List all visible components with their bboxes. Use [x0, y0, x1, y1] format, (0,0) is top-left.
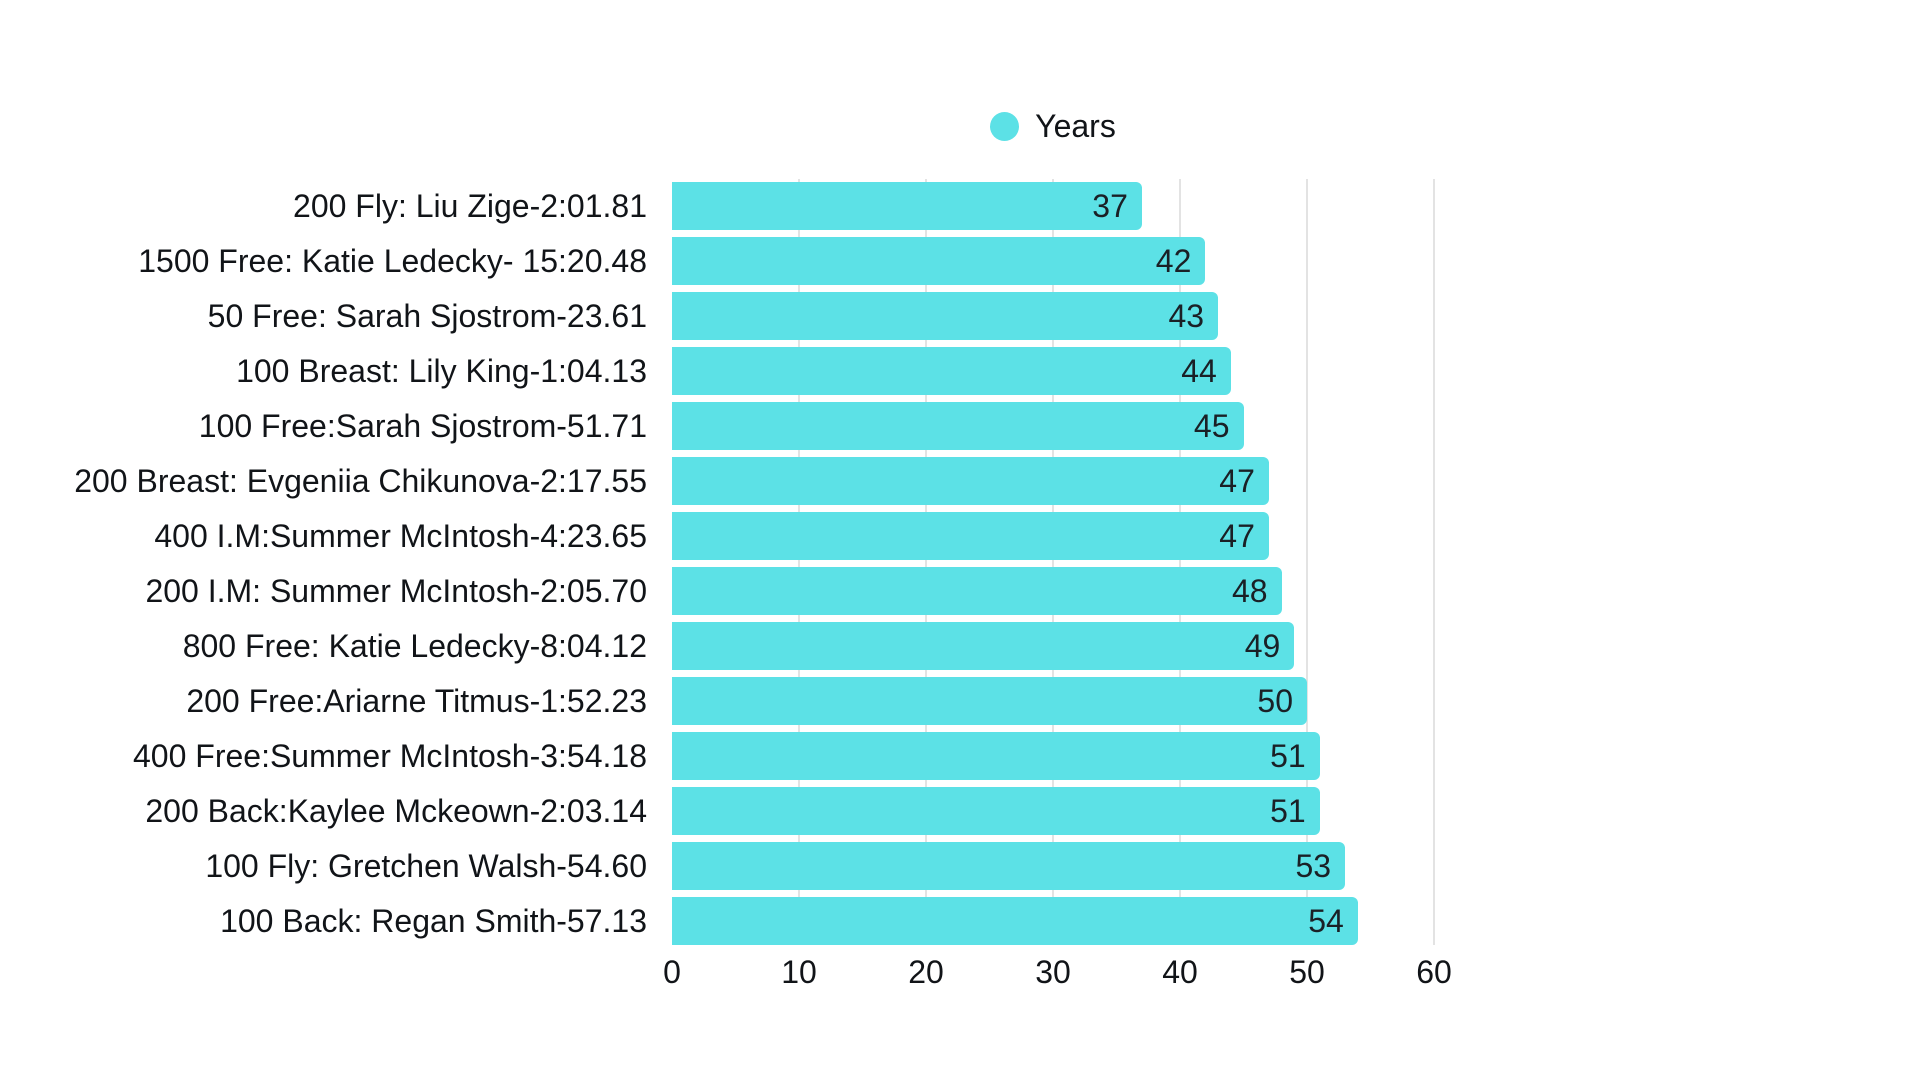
bar: 42	[672, 237, 1206, 285]
bar-value-label: 44	[1181, 353, 1217, 389]
bar-row: 50	[672, 677, 1434, 725]
x-tick-label: 60	[1416, 954, 1452, 990]
category-label: 400 I.M:Summer McIntosh-4:23.65	[154, 518, 647, 554]
bar-value-label: 47	[1219, 518, 1255, 554]
gridline	[1179, 179, 1181, 945]
category-label: 200 Free:Ariarne Titmus-1:52.23	[186, 683, 647, 719]
x-tick-label: 30	[1035, 954, 1071, 990]
bar-row: 48	[672, 567, 1434, 615]
x-tick-label: 40	[1162, 954, 1198, 990]
bar-row: 43	[672, 292, 1434, 340]
plot-area: 37 42 43 44 45 47 47 48 49 50 51 51 53 54	[672, 179, 1435, 945]
bar-row: 51	[672, 732, 1434, 780]
category-axis: 200 Fly: Liu Zige-2:01.81 1500 Free: Kati…	[0, 182, 647, 945]
gridlines	[672, 179, 1435, 945]
category-label: 200 Fly: Liu Zige-2:01.81	[293, 188, 647, 224]
category-label: 200 I.M: Summer McIntosh-2:05.70	[145, 573, 647, 609]
bar-row: 47	[672, 512, 1434, 560]
bar: 54	[672, 897, 1358, 945]
bar: 37	[672, 182, 1142, 230]
bar-value-label: 48	[1232, 573, 1268, 609]
bar: 43	[672, 292, 1219, 340]
bar: 50	[672, 677, 1307, 725]
bar-value-label: 51	[1270, 793, 1306, 829]
category-label: 1500 Free: Katie Ledecky- 15:20.48	[138, 243, 647, 279]
gridline	[925, 179, 927, 945]
bar-value-label: 49	[1244, 628, 1281, 664]
x-tick-label: 50	[1289, 954, 1325, 990]
x-axis: 0 10 20 30 40 50 60	[663, 952, 1452, 992]
bar: 51	[672, 732, 1320, 780]
category-label: 400 Free:Summer McIntosh-3:54.18	[132, 738, 647, 774]
bar-value-label: 51	[1270, 738, 1306, 774]
category-label: 100 Back: Regan Smith-57.13	[220, 903, 647, 939]
category-label: 100 Fly: Gretchen Walsh-54.60	[205, 848, 647, 884]
bar-row: 44	[672, 347, 1434, 395]
category-label: 100 Free:Sarah Sjostrom-51.71	[198, 408, 647, 444]
category-label: 50 Free: Sarah Sjostrom-23.61	[207, 298, 647, 334]
bar-value-label: 37	[1092, 188, 1128, 224]
bar-row: 42	[672, 237, 1434, 285]
bar: 51	[672, 787, 1320, 835]
x-tick-label: 10	[781, 954, 817, 990]
category-label: 200 Back:Kaylee Mckeown-2:03.14	[145, 793, 647, 829]
category-label: 800 Free: Katie Ledecky-8:04.12	[182, 628, 647, 664]
category-label: 100 Breast: Lily King-1:04.13	[236, 353, 647, 389]
bar-value-label: 54	[1308, 903, 1344, 939]
category-label: 200 Breast: Evgeniia Chikunova-2:17.55	[74, 463, 647, 499]
bar-row: 47	[672, 457, 1434, 505]
bar: 47	[672, 512, 1269, 560]
bar-row: 37	[672, 182, 1434, 230]
bar-row: 45	[672, 402, 1434, 450]
bar: 44	[672, 347, 1231, 395]
gridline	[1433, 179, 1435, 945]
bar-value-label: 45	[1193, 408, 1230, 444]
bar: 48	[672, 567, 1282, 615]
bar-row: 49	[672, 622, 1434, 670]
gridline	[798, 179, 800, 945]
bar-row: 53	[672, 842, 1434, 890]
gridline	[1052, 179, 1054, 945]
bar-row: 54	[672, 897, 1434, 945]
bar: 47	[672, 457, 1269, 505]
bar-value-label: 47	[1219, 463, 1255, 499]
gridline	[1306, 179, 1308, 945]
legend-marker-icon	[990, 111, 1020, 141]
legend: Years	[672, 108, 1434, 144]
bar-value-label: 50	[1257, 683, 1293, 719]
x-tick-label: 0	[663, 954, 681, 990]
bar: 45	[672, 402, 1244, 450]
legend-label: Years	[1035, 108, 1116, 144]
bar-row: 51	[672, 787, 1434, 835]
bar-series: 37 42 43 44 45 47 47 48 49 50 51 51 53 54	[672, 182, 1434, 945]
bar-value-label: 43	[1168, 298, 1205, 334]
bar: 49	[672, 622, 1295, 670]
x-tick-label: 20	[908, 954, 944, 990]
bar: 53	[672, 842, 1346, 890]
bar-value-label: 53	[1295, 848, 1332, 884]
bar-value-label: 42	[1155, 243, 1192, 279]
